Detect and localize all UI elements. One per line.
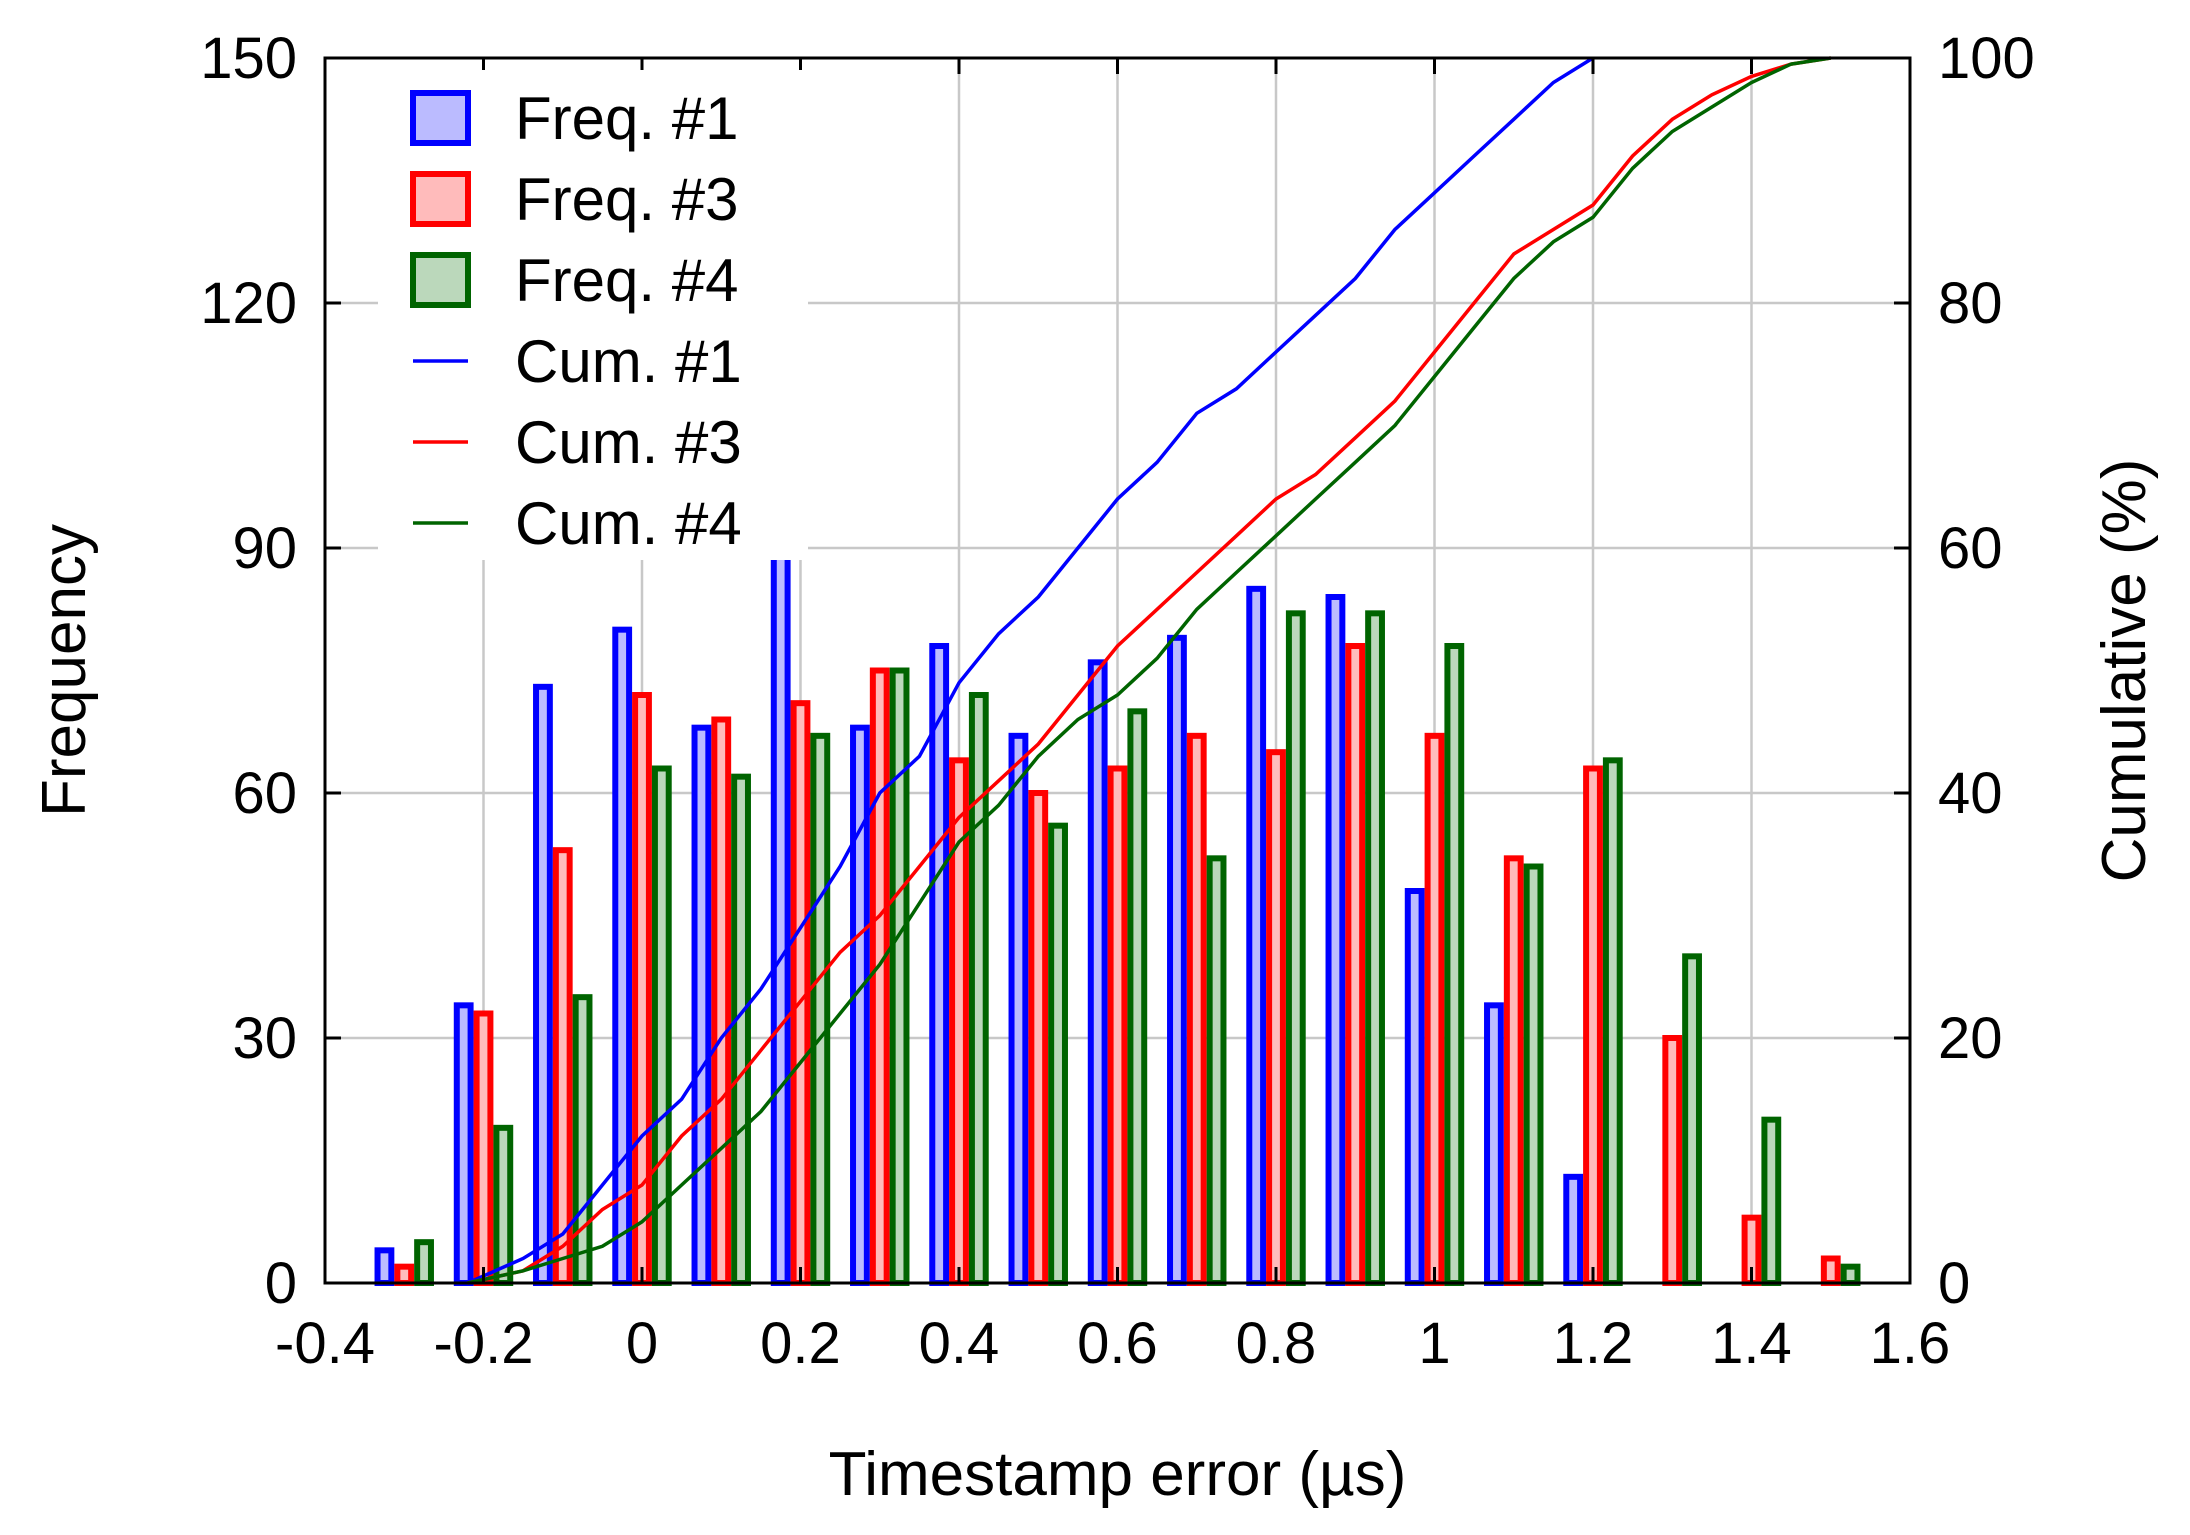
bar [1206, 855, 1227, 1286]
x-tick-label: 1.2 [1553, 1311, 1634, 1376]
bar [632, 692, 652, 1286]
bar [731, 773, 751, 1287]
bar [1840, 1263, 1861, 1286]
bar [1266, 749, 1286, 1286]
y2-tick-label: 100 [1938, 26, 2035, 91]
bar [572, 994, 593, 1287]
bar [533, 683, 553, 1286]
bar [1444, 643, 1465, 1286]
x-tick-label: 0.8 [1236, 1311, 1317, 1376]
legend-label: Freq. #1 [515, 85, 738, 152]
x-axis-title: Timestamp error (µs) [829, 1440, 1407, 1509]
cumulative-line [467, 56, 1832, 1285]
bar [1602, 757, 1623, 1286]
x-tick-label: 1.6 [1870, 1311, 1951, 1376]
legend-label: Freq. #4 [515, 247, 738, 314]
legend: Freq. #1 Freq. #3 Freq. #4 Cum. #1 Cum. #3 Cu… [378, 70, 808, 560]
bar [1682, 953, 1702, 1286]
bar [1127, 708, 1148, 1286]
bar [1424, 732, 1445, 1286]
legend-swatch-bar [410, 171, 471, 227]
bar [414, 1239, 434, 1286]
cumulative-lines [466, 56, 1832, 1285]
bar [1008, 732, 1029, 1286]
cumulative-line [466, 56, 1594, 1285]
y-tick-label: 150 [200, 26, 297, 91]
bar [1820, 1255, 1841, 1286]
bar [1503, 855, 1524, 1286]
y-tick-label: 30 [232, 1006, 297, 1071]
x-tick-label: -0.2 [434, 1311, 534, 1376]
bar [1325, 594, 1346, 1286]
bar [493, 1124, 514, 1287]
bar [1662, 1035, 1683, 1286]
bar [1028, 790, 1049, 1286]
bar [850, 724, 870, 1286]
bar [612, 626, 633, 1286]
legend-swatch-bar [410, 90, 471, 146]
bar [691, 724, 712, 1286]
cumulative-line [467, 56, 1832, 1285]
bar [1365, 610, 1385, 1286]
legend-swatch-bar [410, 252, 471, 308]
bar [1285, 610, 1306, 1286]
bar [1484, 1002, 1504, 1286]
bar [1167, 634, 1187, 1286]
bar [552, 847, 573, 1287]
bar [1563, 1173, 1584, 1287]
bar [711, 716, 732, 1286]
bar [1761, 1116, 1782, 1286]
y2-tick-label: 40 [1938, 761, 2003, 826]
bar [889, 667, 910, 1286]
legend-background [378, 70, 808, 560]
x-tick-label: 0 [626, 1311, 658, 1376]
y2-tick-label: 80 [1938, 271, 2003, 336]
bar [1523, 863, 1544, 1286]
y2-axis-title: Cumulative (%) [2090, 459, 2159, 883]
x-tick-label: -0.4 [275, 1311, 375, 1376]
y2-tick-label: 60 [1938, 516, 2003, 581]
bar [1186, 732, 1207, 1286]
bar [374, 1247, 395, 1287]
bar [1345, 643, 1366, 1286]
y2-tick-label: 20 [1938, 1006, 2003, 1071]
bar [810, 732, 831, 1286]
x-tick-label: 1.4 [1711, 1311, 1792, 1376]
y-tick-label: 90 [232, 516, 297, 581]
axis-ticks: -0.4 -0.2 0 0.2 0.4 0.6 0.8 1 1.2 1.4 1.6030609012… [200, 26, 2035, 1376]
bar [1404, 888, 1425, 1286]
bar [929, 643, 950, 1286]
legend-label: Cum. #3 [515, 409, 742, 476]
bar [1087, 659, 1108, 1286]
bar [1583, 765, 1603, 1286]
y-tick-label: 60 [232, 761, 297, 826]
legend-label: Cum. #4 [515, 490, 742, 557]
x-tick-label: 0.6 [1077, 1311, 1158, 1376]
x-tick-label: 1 [1418, 1311, 1450, 1376]
x-tick-label: 0.2 [760, 1311, 841, 1376]
bar [869, 667, 890, 1286]
bar [1107, 765, 1128, 1286]
x-tick-label: 0.4 [919, 1311, 1000, 1376]
legend-label: Cum. #1 [515, 328, 742, 395]
bar [770, 430, 791, 1286]
y-axis-title: Frequency [30, 524, 99, 817]
bar [453, 1002, 474, 1286]
bar [968, 692, 989, 1286]
bar [1048, 822, 1068, 1287]
y-tick-label: 0 [265, 1251, 297, 1316]
bar [473, 1010, 494, 1286]
legend-label: Freq. #3 [515, 166, 738, 233]
y2-tick-label: 0 [1938, 1251, 1970, 1316]
y-tick-label: 120 [200, 271, 297, 336]
bar [1246, 585, 1267, 1286]
bar [394, 1263, 415, 1286]
